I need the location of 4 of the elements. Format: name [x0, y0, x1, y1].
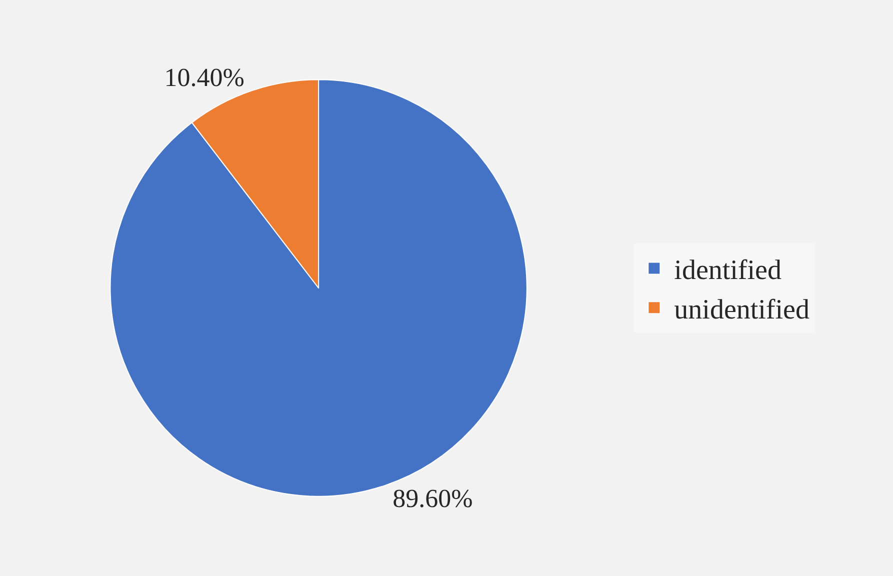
legend-label: identified	[674, 255, 782, 286]
data-label: 89.60%	[392, 484, 473, 513]
legend-label: unidentified	[674, 294, 810, 326]
data-label: 10.40%	[164, 63, 244, 92]
